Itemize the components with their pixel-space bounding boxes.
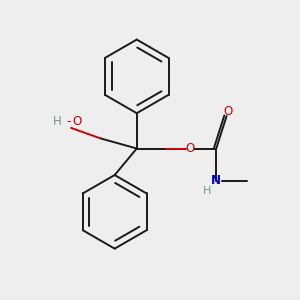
Text: H: H	[53, 115, 62, 128]
Text: -: -	[66, 115, 70, 128]
Text: O: O	[185, 142, 194, 155]
Text: N: N	[211, 174, 221, 188]
Text: H: H	[203, 186, 212, 196]
Text: O: O	[72, 115, 82, 128]
Text: O: O	[223, 105, 232, 119]
